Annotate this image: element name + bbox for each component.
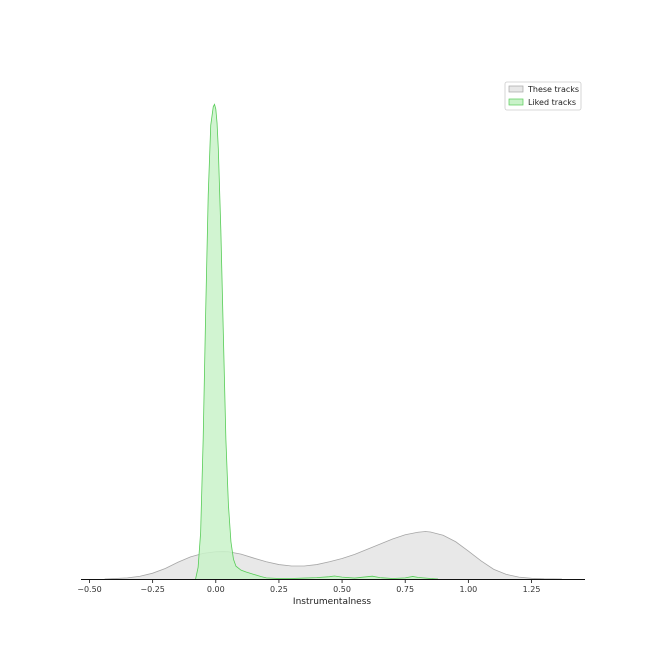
x-tick-label: 0.50 bbox=[333, 585, 351, 594]
x-tick-label: 1.25 bbox=[523, 585, 541, 594]
legend-swatch-these-tracks bbox=[508, 85, 524, 93]
x-tick-label: −0.50 bbox=[77, 585, 102, 594]
x-tick-label: 0.25 bbox=[270, 585, 288, 594]
x-tick-label: 0.00 bbox=[207, 585, 225, 594]
density-line-these-tracks bbox=[104, 531, 562, 580]
legend-box bbox=[504, 81, 582, 111]
density-area-these-tracks bbox=[104, 531, 562, 579]
legend-label-liked-tracks: Liked tracks bbox=[528, 98, 576, 107]
plot-area bbox=[104, 103, 562, 580]
legend: These tracks Liked tracks bbox=[504, 81, 582, 111]
x-tick-label: −0.25 bbox=[140, 585, 165, 594]
x-axis-label: Instrumentalness bbox=[293, 597, 371, 607]
legend-swatch-liked-tracks bbox=[508, 98, 524, 106]
x-axis-ticks: −0.50 −0.25 0.00 0.25 0.50 0.75 1.00 1.25 bbox=[77, 579, 541, 594]
density-area-liked-tracks bbox=[195, 104, 439, 579]
density-line-liked-tracks bbox=[195, 103, 439, 580]
x-tick-label: 1.00 bbox=[459, 585, 477, 594]
legend-label-these-tracks: These tracks bbox=[527, 85, 579, 94]
x-tick-label: 0.75 bbox=[396, 585, 414, 594]
